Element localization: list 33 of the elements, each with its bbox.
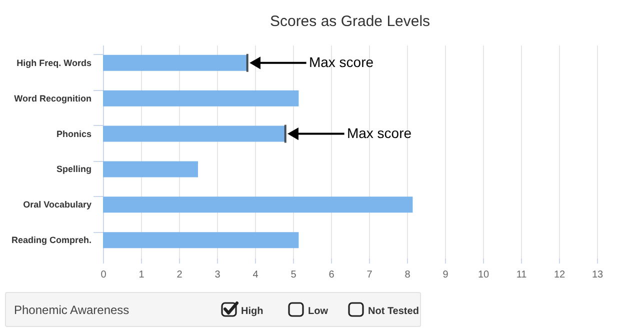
x-tick-label: 10 xyxy=(478,270,490,280)
y-tick-label: Oral Vocabulary xyxy=(23,200,92,210)
bar xyxy=(103,90,299,106)
x-tick-label: 12 xyxy=(554,270,566,280)
chart-title: Scores as Grade Levels xyxy=(270,13,430,30)
bar xyxy=(103,54,248,71)
x-tick-label: 5 xyxy=(290,270,297,280)
bar xyxy=(103,161,198,178)
annotation: Max score xyxy=(308,54,374,70)
bar xyxy=(103,232,299,248)
bar xyxy=(103,196,413,213)
x-tick-label: 0 xyxy=(100,270,107,280)
y-tick-label: High Freq. Words xyxy=(16,58,92,68)
x-tick-label: 8 xyxy=(404,270,411,280)
y-tick-label: Word Recognition xyxy=(14,93,92,104)
x-tick-label: 2 xyxy=(176,270,183,280)
x-tick-label: 9 xyxy=(442,270,449,280)
y-tick-label: Phonics xyxy=(56,128,92,139)
y-tick-label: Reading Compreh. xyxy=(11,235,92,246)
x-tick-label: 7 xyxy=(366,270,373,280)
category-label: Not Tested xyxy=(368,306,419,317)
x-tick-label: 3 xyxy=(214,270,221,280)
category-label: High xyxy=(241,306,264,317)
bar xyxy=(103,126,286,142)
category-label: Low xyxy=(308,306,328,317)
x-tick-label: 11 xyxy=(516,270,528,280)
x-tick-label: 1 xyxy=(138,270,145,280)
annotation: Max score xyxy=(346,124,412,141)
x-tick-label: 13 xyxy=(592,270,604,280)
text: Phonemic Awareness xyxy=(14,303,130,317)
x-tick-label: 6 xyxy=(328,270,335,280)
y-tick-label: Spelling xyxy=(56,164,92,174)
x-tick-label: 4 xyxy=(252,270,259,280)
